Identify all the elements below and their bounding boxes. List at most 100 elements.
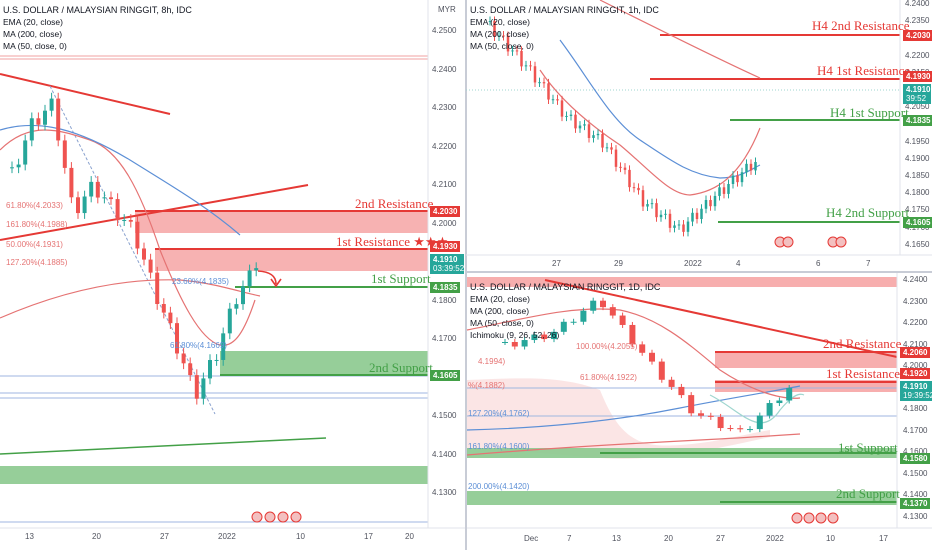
indicator-ma200-1h[interactable]: MA (200, close): [470, 29, 530, 39]
candle-body: [16, 164, 21, 168]
candle-body: [247, 270, 252, 287]
y-tick: 4.1400: [432, 449, 457, 459]
resistance-zone-1: [155, 249, 428, 271]
candle-body: [82, 196, 87, 214]
x-tick: 2022: [766, 534, 784, 543]
candle-body: [128, 219, 133, 222]
y-tick: 4.1650: [905, 239, 930, 249]
level-label-d1-r2: 2nd Resistance: [823, 336, 902, 351]
y-tick: 4.1600: [903, 447, 928, 456]
price-tag-h4-r1: 4.1930: [903, 71, 932, 83]
candle-body: [227, 308, 232, 334]
candle-body: [43, 110, 47, 125]
last-price-d1: 4.1910: [903, 382, 928, 391]
y-tick: 4.1300: [432, 488, 457, 497]
last-price: 4.1910: [433, 255, 458, 264]
fib-diagonal-8h: [49, 85, 216, 415]
candle-body: [148, 259, 153, 273]
y-tick: 4.2050: [905, 102, 930, 112]
level-label-d1-r1: 1st Resistance: [826, 366, 901, 381]
y-tick: 4.2200: [903, 318, 928, 327]
x-tick: 7: [567, 534, 572, 543]
level-label-d1-s1: 1st Support: [838, 440, 898, 455]
indicator-ma50-1h[interactable]: MA (50, close, 0): [470, 41, 534, 51]
panel-title-8h: U.S. DOLLAR / MALAYSIAN RINGGIT, 8h, IDC: [3, 5, 192, 15]
fib-label: 127.20%(4.1885): [6, 258, 68, 267]
price-tag-d1-r1: 4.1920: [900, 368, 931, 380]
level-label-h4-s2: H4 2nd Support: [826, 205, 910, 220]
price-tag-s2: 4.1605: [430, 370, 461, 382]
y-tick: 4.2400: [905, 0, 930, 8]
candle-body: [142, 248, 146, 260]
ema-line-8h: [0, 129, 256, 346]
candle-body: [214, 359, 219, 361]
fib-label: 4.1994): [478, 357, 506, 366]
support-zone-2: [220, 351, 428, 375]
price-tag-r1: 4.1930: [430, 241, 461, 253]
y-tick: 4.1500: [903, 468, 928, 478]
x-tick: 10: [826, 534, 835, 543]
y-tick: 4.1900: [905, 153, 930, 163]
y-tick: 4.2500: [432, 26, 457, 35]
candle-body: [241, 286, 245, 305]
candle-body: [95, 181, 100, 198]
support-zone-3: [0, 466, 428, 484]
y-tick: 4.1800: [905, 188, 930, 198]
y-tick: 4.1850: [905, 171, 930, 180]
x-tick: 29: [614, 259, 623, 268]
y-tick: 4.2000: [432, 218, 457, 228]
level-label-h4-r1: H4 1st Resistance: [817, 63, 911, 78]
x-tick: 10: [296, 532, 305, 541]
indicator-ema-8h[interactable]: EMA (20, close): [3, 17, 63, 27]
y-tick: 4.2100: [903, 339, 928, 349]
y-tick: 4.2400: [432, 64, 457, 74]
event-flags-icon-8h: [251, 511, 302, 523]
y-tick: 4.2300: [432, 103, 457, 112]
x-tick: 2022: [684, 259, 702, 268]
fib-label: 61.80%(4.1922): [580, 373, 637, 382]
level-label-r1: 1st Resistance ★★★: [336, 234, 449, 249]
indicator-ichimoku-1d[interactable]: Ichimoku (9, 26, 52, 26): [470, 330, 560, 340]
indicator-ema-1h[interactable]: EMA (20, close): [470, 17, 530, 27]
x-tick: 13: [612, 534, 621, 543]
y-tick: 4.1300: [903, 511, 928, 521]
y-tick: 4.2200: [432, 141, 457, 151]
x-tick: 20: [405, 532, 414, 541]
candle-body: [102, 197, 107, 199]
uptrend-line-8h: [0, 184, 309, 241]
candle-body: [89, 181, 94, 197]
candle-body: [221, 333, 226, 360]
candle-body: [36, 118, 41, 125]
panel-title-1d: U.S. DOLLAR / MALAYSIAN RINGGIT, 1D, IDC: [470, 282, 661, 292]
y-tick: 4.2350: [905, 16, 930, 26]
y-tick: 4.2200: [905, 50, 930, 60]
candle-body: [115, 199, 120, 221]
price-tag-h4-r2: 4.2030: [903, 30, 932, 42]
x-tick: 2022: [218, 532, 236, 541]
price-tag-h1-last: 4.1910 39:52: [903, 84, 931, 105]
fib-label: 50.00%(4.1931): [6, 240, 63, 249]
indicator-ma50-8h[interactable]: MA (50, close, 0): [3, 41, 67, 51]
resistance-zone-2: [135, 211, 428, 233]
bar-countdown-h1: 39:52: [906, 94, 927, 104]
price-tag-d1-s1: 4.1580: [900, 453, 931, 465]
fib-label: 61.80%(4.1669): [170, 341, 227, 350]
indicator-ma50-1d[interactable]: MA (50, close, 0): [470, 318, 534, 328]
fib-label: 61.80%(4.2033): [6, 201, 63, 210]
fib-label: 23.60%(4.1835): [172, 277, 229, 286]
indicator-ma200-1d[interactable]: MA (200, close): [470, 306, 530, 316]
indicator-ema-1d[interactable]: EMA (20, close): [470, 294, 530, 304]
candle-body: [56, 98, 61, 141]
candle-body: [234, 304, 239, 309]
price-tag-h4-s2: 4.1605: [903, 217, 932, 229]
price-tag-s1: 4.1835: [430, 282, 461, 294]
candle-body: [122, 219, 127, 221]
indicator-ma200-8h[interactable]: MA (200, close): [3, 29, 63, 39]
y-tick: 4.2300: [903, 296, 928, 306]
y-tick: 4.1750: [905, 205, 930, 215]
candle-body: [109, 197, 113, 200]
x-tick: 7: [866, 259, 871, 268]
fib-label: 200.00%(4.1420): [468, 482, 530, 491]
x-tick: Dec: [524, 534, 539, 543]
